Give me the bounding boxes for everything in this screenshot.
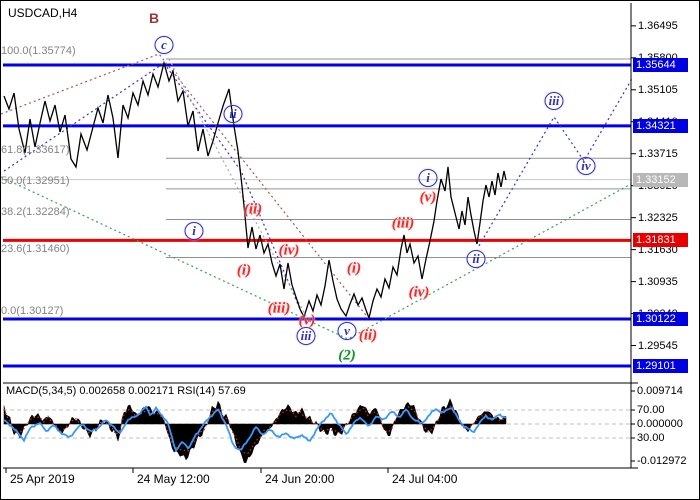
trend-line bbox=[478, 76, 634, 247]
trend-line bbox=[1, 53, 370, 320]
trend-line bbox=[3, 62, 165, 172]
trend-line bbox=[1, 176, 632, 340]
trend-line bbox=[168, 58, 307, 317]
price-series-line bbox=[3, 60, 507, 321]
rsi-line bbox=[3, 405, 507, 453]
